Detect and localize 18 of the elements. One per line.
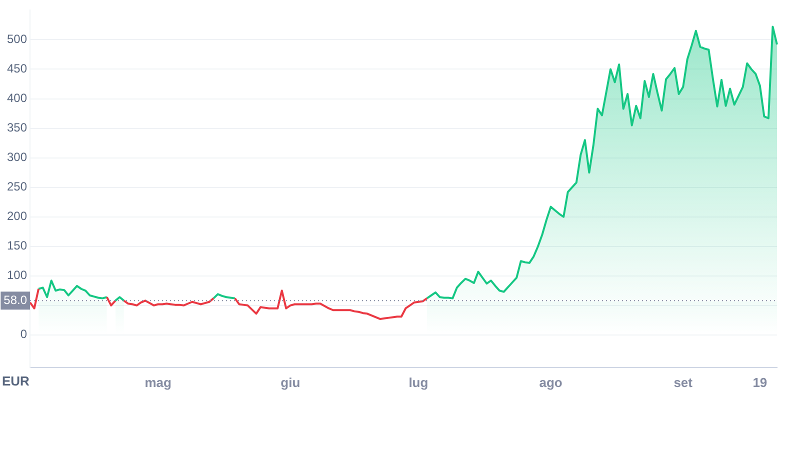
y-tick-label: 200: [6, 209, 28, 224]
y-tick-label: 150: [6, 238, 28, 253]
x-axis-title: EUR: [2, 374, 30, 389]
y-tick-label: 250: [6, 180, 28, 194]
y-tick-label: 450: [6, 62, 28, 76]
y-tick-label: 300: [6, 150, 28, 164]
x-tick-label: lug: [408, 374, 428, 390]
y-tick-label: 0: [20, 327, 28, 342]
x-tick-label: set: [674, 374, 694, 390]
y-tick-label: 100: [6, 268, 28, 282]
x-tick-label: ago: [539, 374, 562, 390]
x-tick-label: giu: [280, 374, 300, 390]
y-tick-label: 350: [6, 120, 28, 135]
x-tick-label: mag: [144, 374, 172, 390]
y-tick-label: 400: [6, 91, 28, 106]
x-tick-label: 19: [752, 374, 768, 390]
ref-line-label: 58.0: [4, 292, 28, 307]
y-tick-label: 500: [6, 32, 28, 46]
